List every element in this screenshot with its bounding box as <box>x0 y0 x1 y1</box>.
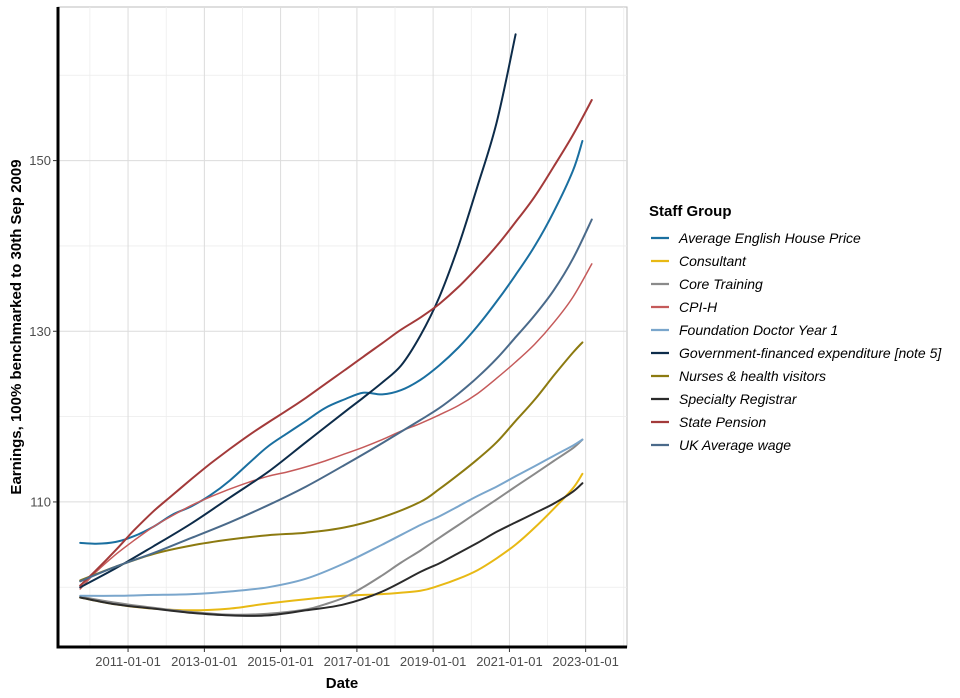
legend-label: CPI-H <box>679 299 718 315</box>
x-tick-label: 2019-01-01 <box>400 654 467 669</box>
legend-item-nurses-health-visitors: Nurses & health visitors <box>651 368 826 384</box>
x-tick-label: 2011-01-01 <box>95 654 161 669</box>
y-axis-ticks: 110 130 150 <box>29 153 57 509</box>
x-axis-title: Date <box>326 675 359 692</box>
legend-items: Average English House Price Consultant Cor… <box>651 230 942 453</box>
series-lines <box>79 33 593 617</box>
x-tick-label: 2013-01-01 <box>171 654 238 669</box>
legend-item-average-english-house-price: Average English House Price <box>651 230 861 246</box>
x-tick-label: 2017-01-01 <box>324 654 391 669</box>
legend-label: Core Training <box>679 276 763 292</box>
legend-title: Staff Group <box>649 203 732 220</box>
legend-label: Average English House Price <box>678 230 861 246</box>
y-tick-label: 130 <box>29 324 51 339</box>
series-line-state-pension <box>79 99 593 587</box>
x-tick-label: 2023-01-01 <box>552 654 619 669</box>
legend-item-specialty-registrar: Specialty Registrar <box>651 391 798 407</box>
legend-item-uk-average-wage: UK Average wage <box>651 437 791 453</box>
legend-label: Consultant <box>679 253 747 269</box>
series-line-nurses-health-visitors <box>79 341 584 582</box>
series-line-specialty-registrar <box>79 482 584 617</box>
legend-label: Government-financed expenditure [note 5] <box>679 345 942 361</box>
legend-item-consultant: Consultant <box>651 253 747 269</box>
series-line-consultant <box>79 472 584 612</box>
series-line-government-financed-expenditure-note-5 <box>79 33 517 589</box>
legend-label: Nurses & health visitors <box>679 368 826 384</box>
legend-label: UK Average wage <box>679 437 791 453</box>
x-axis-ticks: 2011-01-01 2013-01-01 2015-01-01 2017-01-01… <box>95 648 619 669</box>
y-tick-label: 150 <box>29 153 51 168</box>
y-tick-label: 110 <box>30 494 51 509</box>
legend: Staff Group Average English House Price C… <box>649 203 942 453</box>
legend-label: Specialty Registrar <box>679 391 798 407</box>
legend-item-state-pension: State Pension <box>651 414 766 430</box>
legend-item-foundation-doctor-year-1: Foundation Doctor Year 1 <box>651 322 838 338</box>
series-line-cpi-h <box>79 263 593 590</box>
x-tick-label: 2021-01-01 <box>476 654 543 669</box>
panel-background <box>57 6 628 648</box>
x-tick-label: 2015-01-01 <box>247 654 314 669</box>
legend-label: Foundation Doctor Year 1 <box>679 322 838 338</box>
legend-item-government-financed-expenditure-note-5: Government-financed expenditure [note 5] <box>651 345 942 361</box>
legend-label: State Pension <box>679 414 766 430</box>
series-line-foundation-doctor-year-1 <box>79 438 584 597</box>
gridlines <box>58 7 627 647</box>
legend-item-cpi-h: CPI-H <box>651 299 718 315</box>
series-line-uk-average-wage <box>79 218 593 583</box>
plot-panel <box>57 6 628 648</box>
axes <box>56 7 627 649</box>
legend-item-core-training: Core Training <box>651 276 763 292</box>
y-axis-title: Earnings, 100% benchmarked to 30th Sep 2… <box>8 159 25 494</box>
